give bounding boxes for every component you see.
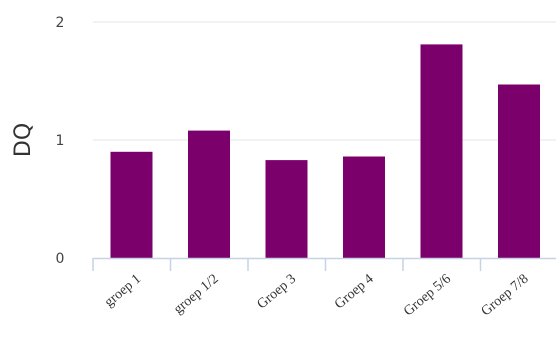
x-tick-label: Groep 7/8 [479, 272, 532, 320]
x-tick-label: Groep 4 [332, 272, 376, 313]
y-tick-label: 1 [56, 133, 65, 149]
bar [110, 151, 153, 258]
bar [420, 44, 463, 259]
bar [343, 156, 385, 258]
x-tick-label: groep 1/2 [171, 272, 221, 318]
x-tick-label: Groep 5/6 [401, 272, 454, 320]
y-tick-label: 2 [56, 15, 65, 31]
y-tick-labels: 0 1 2 [56, 15, 65, 267]
x-axis [92, 257, 556, 271]
y-tick-label: 0 [56, 251, 65, 267]
x-tick-label: groep 1 [102, 272, 144, 311]
bar [498, 84, 540, 258]
x-tick-label: Groep 3 [255, 272, 299, 313]
bars [110, 44, 540, 259]
bar [188, 130, 230, 258]
y-axis-label: DQ [11, 123, 36, 157]
bar [265, 160, 308, 258]
grid-lines [93, 21, 556, 141]
x-tick-labels: groep 1 groep 1/2 Groep 3 Groep 4 Groep 5/6 G… [102, 272, 532, 320]
